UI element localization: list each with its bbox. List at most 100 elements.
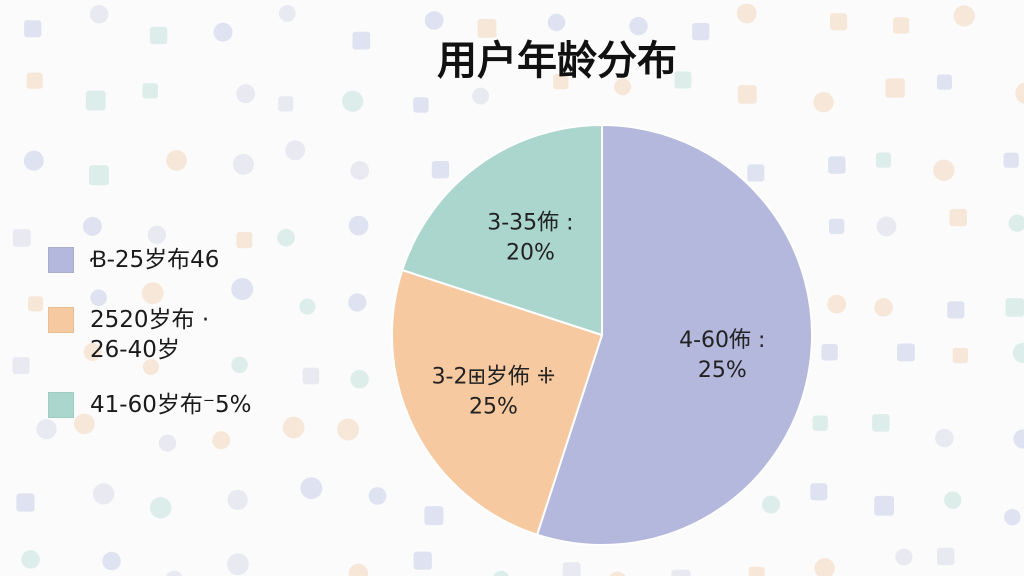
background-dot	[953, 5, 975, 27]
background-dot	[895, 548, 913, 566]
background-dot	[24, 20, 42, 38]
background-dot	[232, 153, 254, 175]
background-dot	[350, 369, 369, 389]
background-dot	[1008, 214, 1024, 232]
pie-slice-3	[401, 123, 603, 337]
legend-swatch-1	[48, 247, 74, 273]
background-dot	[472, 87, 490, 105]
background-dot	[431, 160, 450, 179]
background-dot	[141, 282, 164, 305]
background-dot	[12, 357, 30, 375]
background-dot	[935, 428, 954, 448]
background-dot	[213, 22, 233, 42]
background-dot	[875, 152, 892, 168]
slice-label-2-line-2: 25%	[469, 394, 518, 419]
background-dot	[93, 483, 115, 505]
background-dot	[671, 569, 691, 576]
chart-title: 用户年龄分布	[437, 38, 677, 84]
background-dot	[424, 506, 444, 526]
background-dot	[82, 216, 102, 236]
legend-item-1: Ꞗ-25岁布46	[48, 245, 219, 275]
background-dot	[236, 84, 256, 104]
background-dot	[147, 225, 167, 244]
background-dot	[933, 159, 955, 181]
background-dot	[300, 477, 323, 500]
background-dot	[26, 72, 43, 89]
background-dot	[348, 563, 369, 576]
background-dot	[149, 26, 168, 45]
background-dot	[350, 161, 370, 180]
background-dot	[692, 22, 710, 41]
background-dot	[142, 358, 159, 375]
background-dot	[674, 71, 692, 89]
background-dot	[952, 347, 969, 364]
background-dot	[102, 551, 121, 571]
legend-label-2: 25​20岁布 · 26-40岁	[90, 307, 210, 363]
background-dot	[277, 228, 295, 247]
background-dot	[227, 553, 249, 576]
background-dot	[609, 571, 626, 576]
background-dot	[149, 497, 172, 519]
background-dot	[949, 208, 967, 227]
background-dot	[424, 11, 444, 30]
background-dot	[142, 83, 158, 99]
background-dot	[493, 570, 510, 576]
background-dot	[90, 289, 107, 307]
background-dot	[278, 5, 296, 22]
pie-slice-2	[391, 268, 604, 536]
background-dot	[231, 356, 248, 374]
background-dot	[562, 562, 581, 576]
background-dot	[166, 150, 187, 171]
legend-label-1: Ꞗ-25岁布46	[90, 247, 220, 273]
background-dot	[236, 232, 253, 249]
background-dot	[36, 418, 57, 440]
background-dot	[747, 164, 765, 182]
background-dot	[947, 301, 965, 319]
background-dot	[737, 84, 757, 104]
background-dot	[829, 218, 845, 234]
background-dot	[547, 13, 566, 32]
background-dot	[876, 216, 897, 237]
background-dot	[21, 550, 40, 569]
background-dot	[89, 5, 109, 24]
legend-item-3: 41-60岁布⁻5%	[48, 390, 251, 420]
background-dot	[348, 215, 369, 236]
background-dot	[830, 13, 848, 31]
background-dot	[337, 418, 360, 441]
background-dot	[342, 90, 364, 112]
background-dot	[936, 74, 953, 90]
background-dot	[352, 31, 371, 50]
background-dot	[74, 413, 95, 435]
background-dot	[158, 434, 177, 452]
background-dot	[614, 78, 632, 96]
background-dot	[937, 547, 955, 566]
background-dot	[368, 487, 387, 505]
background-dot	[1003, 152, 1019, 168]
background-dot	[553, 73, 569, 90]
pie-slice-1	[535, 123, 813, 546]
background-dot	[814, 558, 835, 576]
background-dot	[1013, 429, 1024, 449]
background-dot	[302, 367, 320, 385]
background-dot	[828, 156, 846, 174]
legend-swatch-2	[48, 307, 74, 333]
legend-item-2: 25​20岁布 · 26-40岁	[48, 305, 209, 365]
background-dot	[12, 229, 31, 247]
slice-label-3-line-1: 3-35佈 :	[487, 210, 573, 235]
background-dot	[212, 431, 231, 450]
background-dot	[885, 78, 905, 98]
background-dot	[813, 92, 834, 113]
background-dot	[413, 97, 429, 113]
background-dot	[893, 17, 910, 34]
background-dot	[348, 293, 367, 312]
background-dot	[285, 140, 306, 161]
background-dot	[761, 495, 781, 514]
legend-swatch-3	[48, 392, 74, 418]
background-dot	[827, 294, 847, 314]
background-dot	[1012, 342, 1024, 363]
background-dot	[872, 414, 890, 432]
background-dot	[748, 566, 765, 576]
background-dot	[83, 343, 102, 361]
background-dot	[944, 491, 962, 509]
